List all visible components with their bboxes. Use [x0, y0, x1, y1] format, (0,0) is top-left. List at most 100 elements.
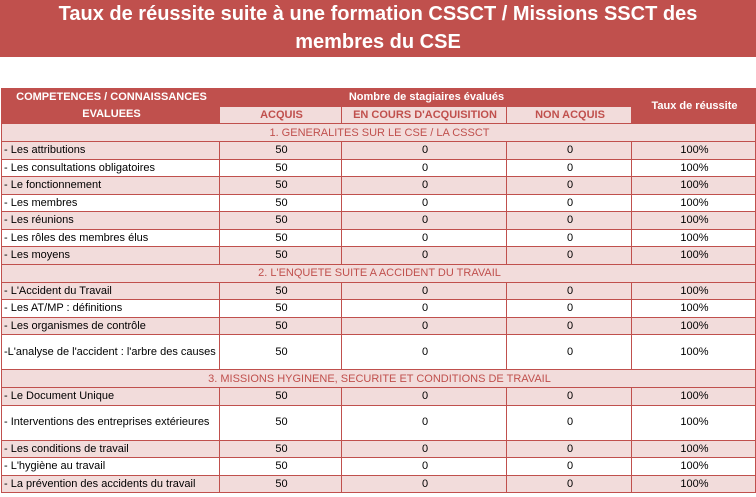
- non-acquis-value: 0: [506, 281, 632, 300]
- table-row: - Les attributions 50 0 0 100%: [1, 141, 756, 160]
- non-acquis-value: 0: [506, 316, 632, 335]
- non-acquis-value: 0: [506, 211, 632, 230]
- taux-value: 100%: [631, 211, 756, 230]
- results-table: COMPETENCES / CONNAISSANCES EVALUEES Nom…: [1, 88, 756, 493]
- competence-label: - Le fonctionnement: [1, 176, 220, 195]
- table-row: - Le fonctionnement 50 0 0 100%: [1, 176, 756, 195]
- taux-value: 100%: [631, 316, 756, 335]
- table-row: - Interventions des entreprises extérieu…: [1, 404, 756, 441]
- competence-label: - L'hygiène au travail: [1, 457, 220, 476]
- acquis-value: 50: [219, 334, 342, 370]
- en-cours-value: 0: [341, 299, 507, 318]
- non-acquis-value: 0: [506, 141, 632, 160]
- table-row: - La prévention des accidents du travail…: [1, 474, 756, 493]
- section-row: 3. MISSIONS HYGINENE, SECURITE ET CONDIT…: [1, 369, 756, 388]
- competence-label: - Les AT/MP : définitions: [1, 299, 220, 318]
- acquis-value: 50: [219, 141, 342, 160]
- acquis-value: 50: [219, 281, 342, 300]
- taux-value: 100%: [631, 158, 756, 177]
- acquis-value: 50: [219, 474, 342, 493]
- competence-label: - Les consultations obligatoires: [1, 158, 220, 177]
- table-row: - Le Document Unique 50 0 0 100%: [1, 387, 756, 406]
- non-acquis-value: 0: [506, 439, 632, 458]
- table-row: - L'hygiène au travail 50 0 0 100%: [1, 457, 756, 476]
- acquis-value: 50: [219, 211, 342, 230]
- non-acquis-value: 0: [506, 228, 632, 247]
- section-title: 1. GENERALITES SUR LE CSE / LA CSSCT: [1, 123, 756, 142]
- en-cours-value: 0: [341, 158, 507, 177]
- taux-value: 100%: [631, 334, 756, 370]
- non-acquis-value: 0: [506, 176, 632, 195]
- taux-value: 100%: [631, 299, 756, 318]
- non-acquis-value: 0: [506, 474, 632, 493]
- non-acquis-value: 0: [506, 457, 632, 476]
- non-acquis-value: 0: [506, 299, 632, 318]
- header-competences: COMPETENCES / CONNAISSANCES EVALUEES: [1, 88, 220, 124]
- en-cours-value: 0: [341, 211, 507, 230]
- acquis-value: 50: [219, 387, 342, 406]
- acquis-value: 50: [219, 228, 342, 247]
- taux-value: 100%: [631, 176, 756, 195]
- table-row: - Les rôles des membres élus 50 0 0 100%: [1, 228, 756, 247]
- en-cours-value: 0: [341, 316, 507, 335]
- competence-label: - Les organismes de contrôle: [1, 316, 220, 335]
- taux-value: 100%: [631, 387, 756, 406]
- header-nombre: Nombre de stagiaires évalués: [219, 88, 632, 107]
- en-cours-value: 0: [341, 281, 507, 300]
- header-taux: Taux de réussite: [631, 88, 756, 124]
- taux-value: 100%: [631, 141, 756, 160]
- competence-label: - Interventions des entreprises extérieu…: [1, 404, 220, 441]
- non-acquis-value: 0: [506, 246, 632, 265]
- en-cours-value: 0: [341, 141, 507, 160]
- table-row: - Les moyens 50 0 0 100%: [1, 246, 756, 265]
- acquis-value: 50: [219, 299, 342, 318]
- acquis-value: 50: [219, 457, 342, 476]
- section-title: 3. MISSIONS HYGINENE, SECURITE ET CONDIT…: [1, 369, 756, 388]
- non-acquis-value: 0: [506, 387, 632, 406]
- table-row: - Les réunions 50 0 0 100%: [1, 211, 756, 230]
- en-cours-value: 0: [341, 387, 507, 406]
- competence-label: - La prévention des accidents du travail: [1, 474, 220, 493]
- en-cours-value: 0: [341, 404, 507, 441]
- acquis-value: 50: [219, 439, 342, 458]
- en-cours-value: 0: [341, 439, 507, 458]
- taux-value: 100%: [631, 246, 756, 265]
- title-line-1: Taux de réussite suite à une formation C…: [58, 3, 698, 25]
- acquis-value: 50: [219, 176, 342, 195]
- acquis-value: 50: [219, 158, 342, 177]
- competence-label: - Les réunions: [1, 211, 220, 230]
- title-line-2: membres du CSE: [295, 31, 461, 53]
- table-row: - Les organismes de contrôle 50 0 0 100%: [1, 316, 756, 335]
- table-row: - Les conditions de travail 50 0 0 100%: [1, 439, 756, 458]
- competence-label: - Les moyens: [1, 246, 220, 265]
- en-cours-value: 0: [341, 176, 507, 195]
- en-cours-value: 0: [341, 193, 507, 212]
- en-cours-value: 0: [341, 334, 507, 370]
- header-non-acquis: NON ACQUIS: [506, 105, 632, 124]
- table-row: -L'analyse de l'accident : l'arbre des c…: [1, 334, 756, 370]
- en-cours-value: 0: [341, 228, 507, 247]
- section-title: 2. L'ENQUETE SUITE A ACCIDENT DU TRAVAIL: [1, 263, 756, 283]
- table-row: - Les AT/MP : définitions 50 0 0 100%: [1, 299, 756, 318]
- acquis-value: 50: [219, 316, 342, 335]
- en-cours-value: 0: [341, 457, 507, 476]
- en-cours-value: 0: [341, 246, 507, 265]
- table-row: - Les membres 50 0 0 100%: [1, 193, 756, 212]
- header-en-cours: EN COURS D'ACQUISITION: [341, 105, 507, 124]
- non-acquis-value: 0: [506, 334, 632, 370]
- acquis-value: 50: [219, 404, 342, 441]
- competence-label: - L'Accident du Travail: [1, 281, 220, 300]
- competence-label: - Le Document Unique: [1, 387, 220, 406]
- header-acquis: ACQUIS: [219, 105, 342, 124]
- table-row: - Les consultations obligatoires 50 0 0 100%: [1, 158, 756, 177]
- competence-label: - Les membres: [1, 193, 220, 212]
- acquis-value: 50: [219, 193, 342, 212]
- section-row: 1. GENERALITES SUR LE CSE / LA CSSCT: [1, 123, 756, 142]
- taux-value: 100%: [631, 281, 756, 300]
- non-acquis-value: 0: [506, 193, 632, 212]
- taux-value: 100%: [631, 457, 756, 476]
- taux-value: 100%: [631, 193, 756, 212]
- non-acquis-value: 0: [506, 404, 632, 441]
- taux-value: 100%: [631, 474, 756, 493]
- section-row: 2. L'ENQUETE SUITE A ACCIDENT DU TRAVAIL: [1, 263, 756, 283]
